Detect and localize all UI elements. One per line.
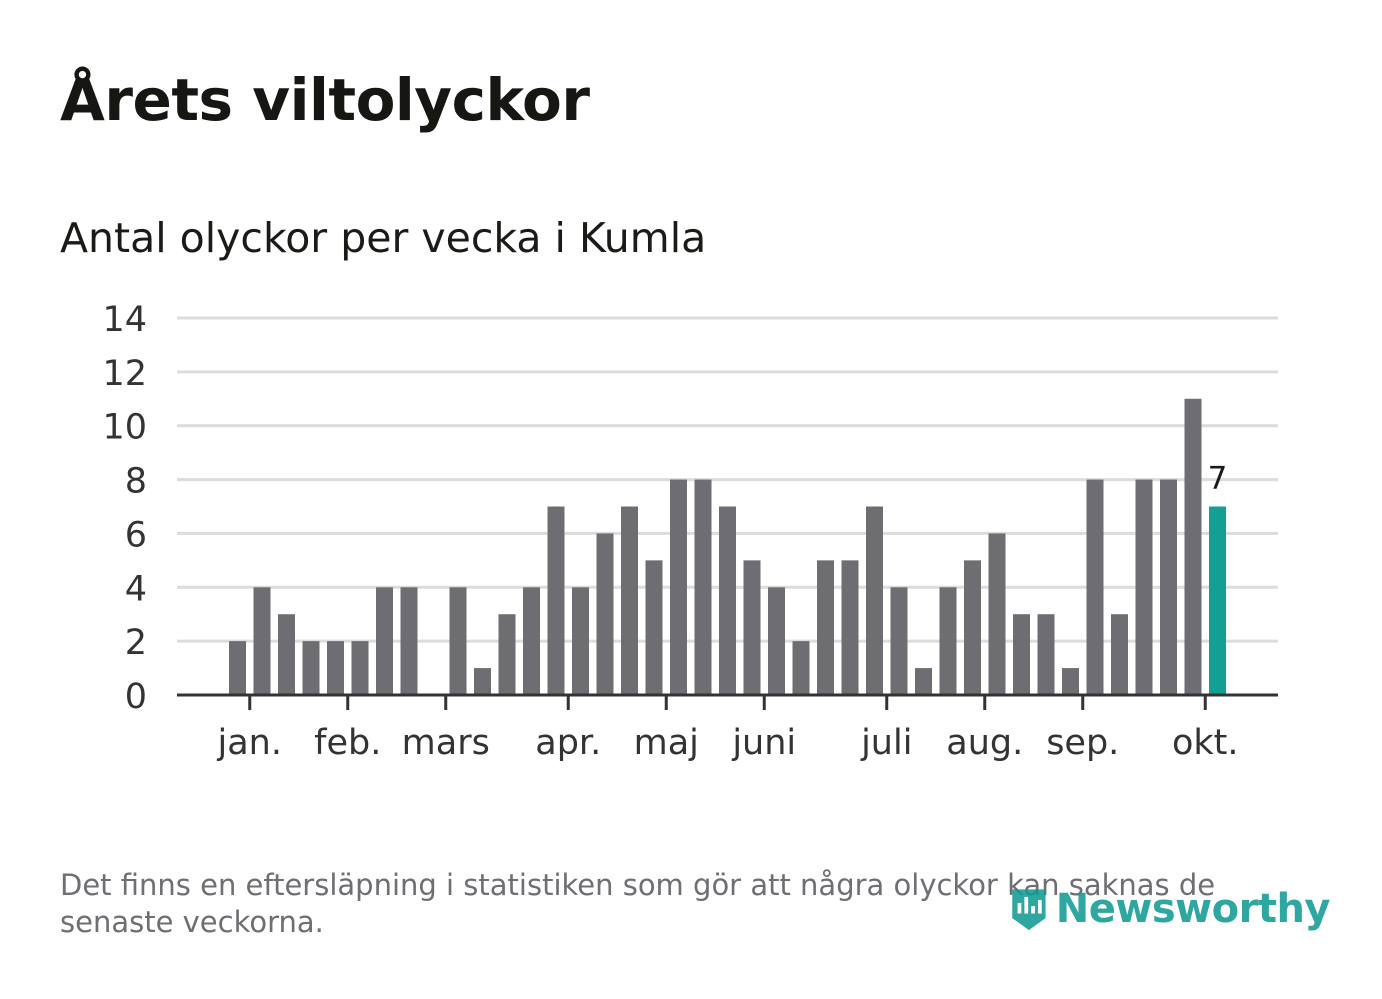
bar (1086, 479, 1104, 695)
current-week-value-label: 7 (1208, 461, 1228, 497)
x-tick-label: aug. (946, 723, 1023, 763)
bar (694, 479, 712, 695)
bar (792, 641, 810, 695)
newsworthy-logo: Newsworthy (1010, 874, 1331, 944)
bar (351, 641, 369, 695)
bar (1013, 614, 1030, 695)
data-labels: 7 (1208, 461, 1228, 497)
bar-current-week (1209, 506, 1226, 695)
bar (474, 668, 491, 695)
bar (841, 560, 859, 695)
bar (1184, 398, 1202, 695)
y-tick-label: 4 (125, 569, 147, 609)
bars (229, 398, 1226, 695)
bar (253, 587, 271, 695)
y-tick-label: 14 (102, 300, 147, 340)
y-tick-label: 0 (125, 677, 147, 717)
bar (1062, 668, 1079, 695)
bar (449, 587, 467, 695)
x-tick-label: feb. (314, 723, 381, 763)
y-tick-label: 8 (125, 462, 147, 502)
bar (988, 533, 1006, 695)
bar (719, 506, 736, 695)
bar (964, 560, 981, 695)
bar (400, 587, 418, 695)
bar (1111, 614, 1128, 695)
bar (768, 587, 785, 695)
y-tick-label: 6 (125, 515, 147, 555)
x-tick-label: juli (860, 723, 912, 763)
y-tick-label: 2 (125, 623, 147, 663)
x-axis-month-labels: jan. feb. mars apr. maj juni juli aug. sep. okt. (217, 695, 1239, 763)
bar (572, 587, 589, 695)
bar (939, 587, 957, 695)
x-tick-label: juni (731, 723, 796, 763)
bar (523, 587, 540, 695)
bar (302, 641, 320, 695)
bar (1037, 614, 1055, 695)
x-tick-label: jan. (217, 723, 282, 763)
bar (1160, 479, 1177, 695)
bar (670, 479, 687, 695)
bar (327, 641, 344, 695)
bar (1135, 479, 1153, 695)
x-tick-label: sep. (1046, 723, 1119, 763)
bar (915, 668, 932, 695)
y-tick-label: 12 (102, 354, 147, 394)
bar (278, 614, 295, 695)
bar (498, 614, 516, 695)
bar (743, 560, 761, 695)
bar (376, 587, 393, 695)
bar (866, 506, 883, 695)
bar (596, 533, 614, 695)
bar (890, 587, 908, 695)
chart-subtitle: Antal olyckor per vecka i Kumla (60, 214, 707, 262)
x-tick-label: apr. (535, 723, 601, 763)
x-tick-label: maj (634, 723, 699, 763)
x-tick-label: mars (402, 723, 490, 763)
bar (621, 506, 638, 695)
y-axis-tick-labels: 0 2 4 6 8 10 12 14 (102, 300, 147, 717)
y-tick-label: 10 (102, 408, 147, 448)
bar (547, 506, 565, 695)
newsworthy-logo-text: Newsworthy (1055, 886, 1331, 932)
bar (817, 560, 834, 695)
bar (229, 641, 246, 695)
bar (645, 560, 663, 695)
chart-title: Årets viltolyckor (60, 66, 590, 134)
newsworthy-logo-icon (1012, 889, 1046, 931)
x-tick-label: okt. (1172, 723, 1239, 763)
